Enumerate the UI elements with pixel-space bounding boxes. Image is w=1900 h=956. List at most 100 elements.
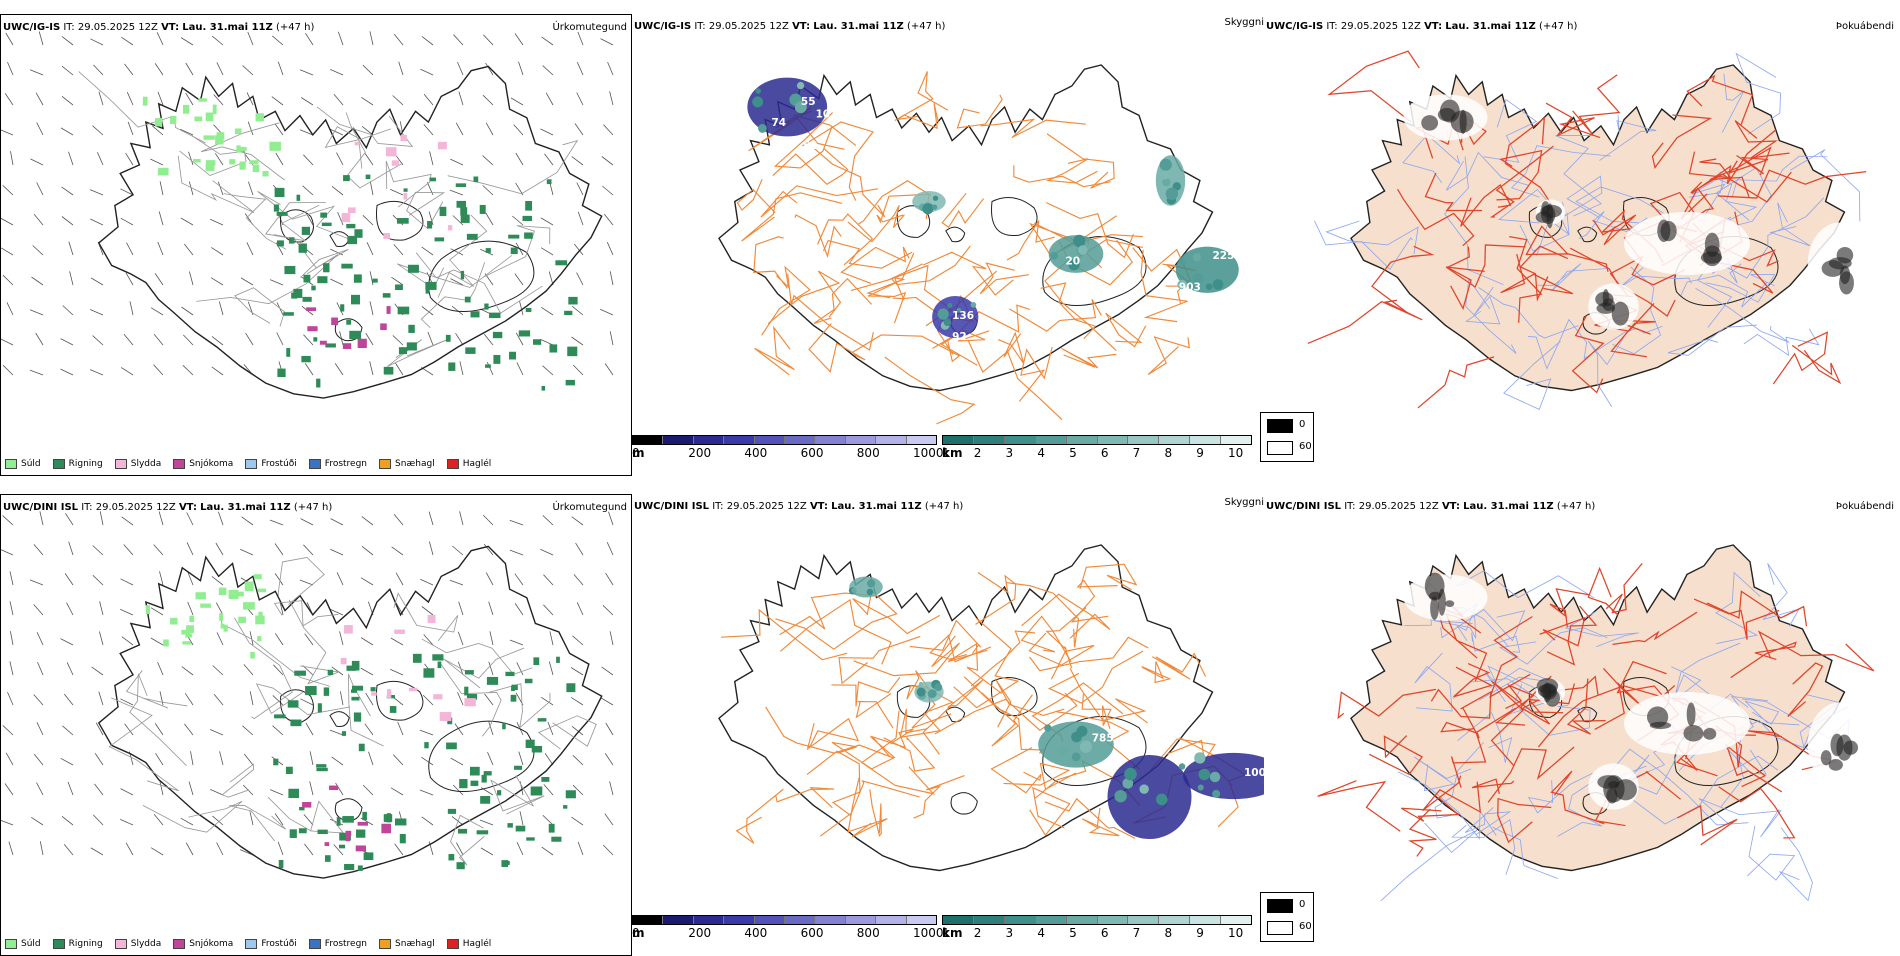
lead-time: (+47 h) xyxy=(1539,21,1577,32)
it-label: IT: xyxy=(694,21,705,32)
ceiling-speck xyxy=(1213,279,1224,290)
wind-barb xyxy=(160,691,163,705)
precip-cell xyxy=(237,147,246,151)
precip-cell xyxy=(325,343,336,347)
wind-barb xyxy=(399,62,403,75)
precip-cell xyxy=(427,221,432,228)
precip-cell xyxy=(538,718,547,721)
ceiling-value-label: 785 xyxy=(1092,732,1114,744)
precip-cell xyxy=(424,742,428,748)
colorbar-cell xyxy=(633,916,663,924)
colorbar-tick: 1 xyxy=(942,446,950,460)
wind-barb xyxy=(37,722,43,735)
precip-cell xyxy=(356,845,366,851)
wind-barb xyxy=(212,367,223,375)
colorbar-cell xyxy=(663,436,693,444)
wind-barb xyxy=(362,517,373,525)
wind-barb xyxy=(458,62,464,75)
colorbar-tick: 2 xyxy=(974,926,982,940)
wind-barb xyxy=(40,841,43,855)
precip-cell xyxy=(320,341,327,345)
precip-cell xyxy=(438,142,447,149)
wind-barb xyxy=(574,574,583,585)
precip-cell xyxy=(482,775,487,783)
colorbar-cell xyxy=(694,436,724,444)
precip-cell xyxy=(325,855,331,862)
wind-barb xyxy=(3,275,13,285)
fog-core xyxy=(1603,775,1624,802)
wind-barb xyxy=(607,242,613,255)
wind-barb xyxy=(120,699,133,705)
road-line xyxy=(1308,300,1422,343)
wind-barb xyxy=(62,726,73,735)
wind-barb xyxy=(304,335,314,345)
precip-cell xyxy=(563,805,567,809)
colorbar-tick: 9 xyxy=(1196,926,1204,940)
fog-core xyxy=(1703,728,1716,740)
wind-barb xyxy=(370,301,373,315)
precip-cell xyxy=(250,652,255,659)
fog-core xyxy=(1460,110,1467,134)
ceiling-speck xyxy=(867,589,874,596)
wind-barb xyxy=(62,187,73,195)
wind-barb xyxy=(90,39,103,45)
wind-barb xyxy=(278,62,283,75)
precip-cell xyxy=(408,325,414,333)
model-name: UWC/IG-IS xyxy=(1266,21,1323,32)
wind-barb xyxy=(422,36,433,45)
it-label: IT: xyxy=(63,22,74,33)
fog-core xyxy=(1650,722,1671,729)
colorbar-cell xyxy=(876,916,906,924)
precip-cell xyxy=(362,812,367,820)
valid-time: Lau. 31.mai 11Z xyxy=(1463,501,1553,512)
wind-barb xyxy=(10,631,13,645)
wind-barb xyxy=(578,212,583,225)
precip-cell xyxy=(409,688,417,692)
precip-cell xyxy=(183,105,189,114)
precip-cell xyxy=(380,323,387,330)
fog-legend-label: 0 xyxy=(1299,899,1305,910)
wind-barb xyxy=(158,662,163,675)
wind-barb xyxy=(300,699,313,705)
wind-barb xyxy=(456,123,463,135)
wind-barb xyxy=(68,782,73,795)
wind-barb xyxy=(332,186,343,195)
model-name: UWC/DINI ISL xyxy=(634,501,709,512)
ceiling-speck xyxy=(934,683,942,691)
precip-legend-item: Snjókoma xyxy=(173,939,233,949)
wind-barb xyxy=(483,186,493,196)
precip-cell xyxy=(506,861,509,865)
wind-barb xyxy=(10,661,13,675)
wind-barb xyxy=(61,128,73,135)
wind-barb xyxy=(572,337,584,345)
wind-barb xyxy=(459,92,463,105)
wind-barb xyxy=(605,814,613,825)
precip-cell xyxy=(206,160,216,165)
colorbar-cell xyxy=(1128,916,1159,924)
legend-swatch xyxy=(53,939,65,949)
wind-barb xyxy=(210,789,223,795)
wind-barb xyxy=(36,93,43,105)
precip-cell xyxy=(289,237,295,243)
wind-barb xyxy=(398,722,403,735)
wind-barb xyxy=(270,280,283,285)
precip-cell xyxy=(279,860,284,868)
panel-title: Skyggni xyxy=(1224,17,1264,28)
precip-cell xyxy=(400,834,406,843)
wind-barb xyxy=(212,576,223,585)
ceiling-speck xyxy=(1073,235,1085,247)
precip-legend-item: Snæhagl xyxy=(379,939,435,949)
precip-cell xyxy=(215,135,223,144)
wind-barb xyxy=(182,667,193,675)
precip-cell xyxy=(446,743,457,750)
wind-barb xyxy=(188,602,193,615)
wind-barb xyxy=(363,215,373,225)
wind-barb xyxy=(1,130,13,135)
precip-cell xyxy=(200,604,211,608)
precip-cell xyxy=(526,308,532,312)
legend-swatch xyxy=(447,459,459,469)
wind-barb xyxy=(305,363,313,375)
precip-cell xyxy=(460,207,467,215)
